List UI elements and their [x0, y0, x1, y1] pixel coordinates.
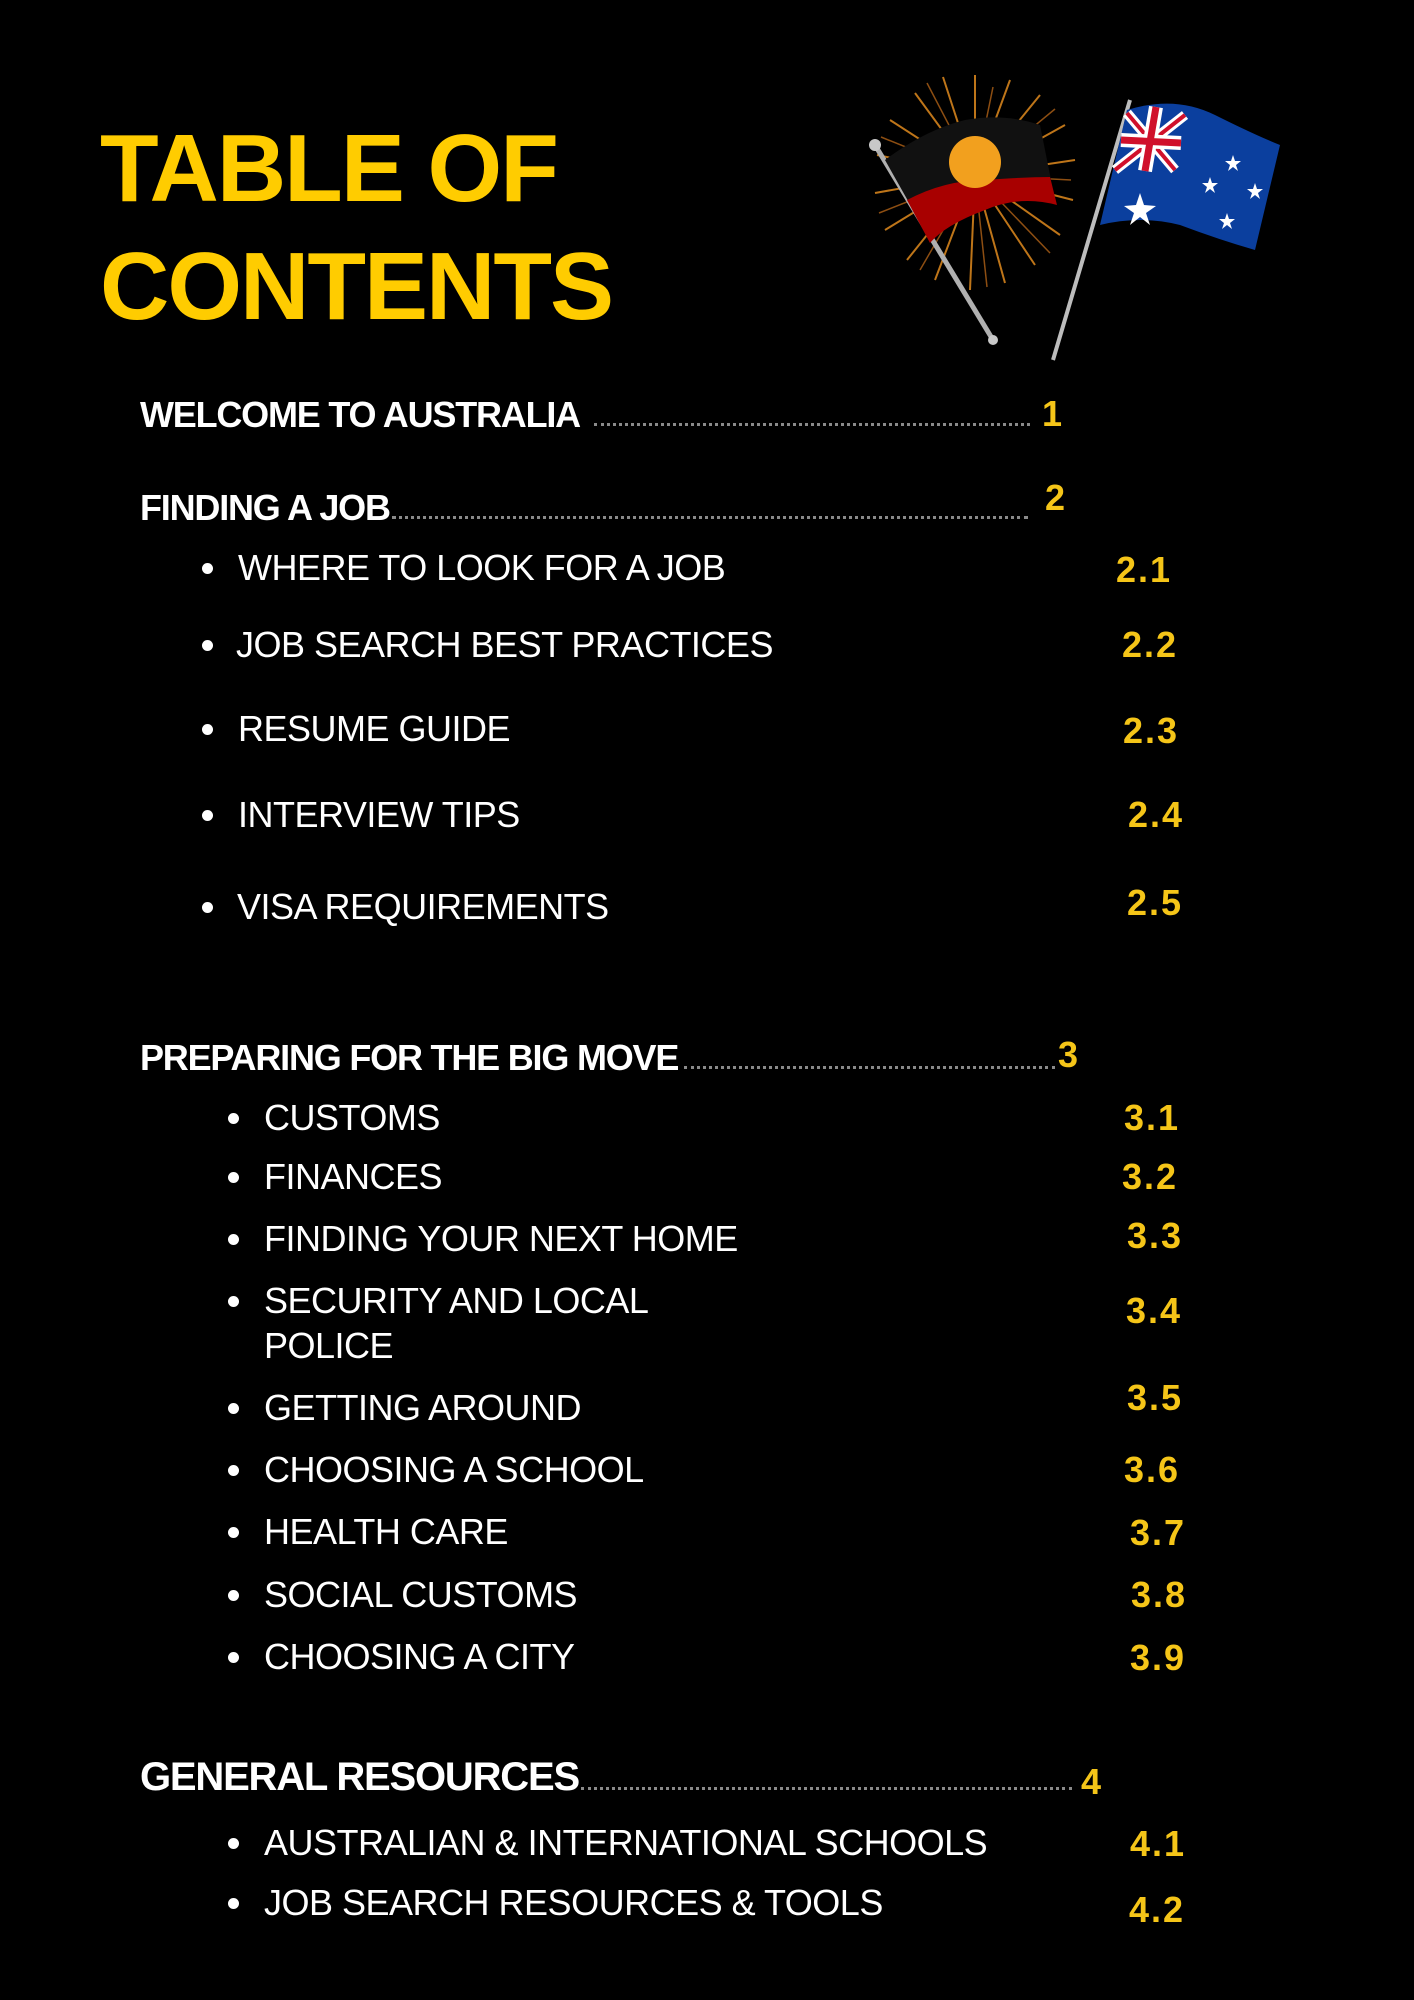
- bullet-icon: [202, 902, 213, 913]
- item-label: FINDING YOUR NEXT HOME: [264, 1218, 738, 1259]
- item-label: FINANCES: [264, 1156, 443, 1197]
- item-page-number: 4.2: [1129, 1889, 1186, 1930]
- item-page-number: 2.4: [1128, 794, 1185, 835]
- dot-leader: [580, 1787, 1072, 1790]
- list-item[interactable]: JOB SEARCH RESOURCES & TOOLS: [228, 1880, 883, 1925]
- dot-leader: [391, 516, 1028, 519]
- item-page-number: 2.3: [1123, 710, 1180, 751]
- bullet-icon: [202, 810, 213, 821]
- list-item[interactable]: FINANCES: [228, 1154, 443, 1199]
- list-item[interactable]: CHOOSING A SCHOOL: [228, 1447, 644, 1492]
- item-label: JOB SEARCH BEST PRACTICES: [236, 624, 773, 665]
- list-item[interactable]: FINDING YOUR NEXT HOME: [228, 1216, 738, 1261]
- bullet-icon: [228, 1465, 239, 1476]
- section-heading-welcome[interactable]: WELCOME TO AUSTRALIA: [140, 388, 1030, 436]
- bullet-icon: [228, 1898, 239, 1909]
- bullet-icon: [228, 1590, 239, 1601]
- list-item[interactable]: AUSTRALIAN & INTERNATIONAL SCHOOLS: [228, 1820, 988, 1865]
- section-title: GENERAL RESOURCES: [140, 1755, 580, 1799]
- bullet-icon: [202, 724, 213, 735]
- bullet-icon: [228, 1527, 239, 1538]
- item-page-number: 3.2: [1122, 1156, 1179, 1197]
- item-label: SOCIAL CUSTOMS: [264, 1574, 578, 1615]
- item-label: GETTING AROUND: [264, 1387, 582, 1428]
- page-title-line-1: TABLE OF: [100, 115, 559, 222]
- list-item[interactable]: WHERE TO LOOK FOR A JOB: [202, 545, 726, 590]
- item-label: INTERVIEW TIPS: [238, 794, 520, 835]
- section-title: WELCOME TO AUSTRALIA: [140, 394, 581, 435]
- list-item[interactable]: CHOOSING A CITY: [228, 1634, 575, 1679]
- page-title: TABLE OF CONTENTS: [100, 110, 614, 346]
- section-title: FINDING A JOB: [140, 487, 391, 528]
- item-label: HEALTH CARE: [264, 1511, 508, 1552]
- list-item[interactable]: SOCIAL CUSTOMS: [228, 1572, 578, 1617]
- item-label: VISA REQUIREMENTS: [237, 886, 609, 927]
- bullet-icon: [202, 563, 213, 574]
- dot-leader: [593, 423, 1030, 426]
- dot-leader: [684, 1066, 1055, 1069]
- list-item[interactable]: GETTING AROUND: [228, 1385, 582, 1430]
- list-item[interactable]: VISA REQUIREMENTS: [202, 884, 609, 929]
- bullet-icon: [228, 1113, 239, 1124]
- section-page-number: 2: [1045, 477, 1066, 518]
- aboriginal-flag-icon: [869, 75, 1076, 345]
- australian-flag-icon: [1051, 99, 1280, 361]
- item-label: JOB SEARCH RESOURCES & TOOLS: [264, 1882, 883, 1923]
- item-page-number: 2.2: [1122, 624, 1179, 665]
- bullet-icon: [202, 640, 213, 651]
- item-page-number: 3.1: [1124, 1097, 1181, 1138]
- flags-illustration: [869, 75, 1280, 361]
- list-item[interactable]: HEALTH CARE: [228, 1509, 508, 1554]
- item-label: SECURITY AND LOCAL: [264, 1280, 649, 1321]
- bullet-icon: [228, 1403, 239, 1414]
- list-item[interactable]: RESUME GUIDE: [202, 706, 511, 751]
- item-page-number: 3.4: [1126, 1290, 1183, 1331]
- item-page-number: 3.7: [1130, 1512, 1187, 1553]
- bullet-icon: [228, 1838, 239, 1849]
- list-item[interactable]: SECURITY AND LOCAL: [228, 1278, 649, 1323]
- section-title: PREPARING FOR THE BIG MOVE: [140, 1037, 679, 1078]
- item-page-number: 3.8: [1131, 1574, 1188, 1615]
- item-label: CUSTOMS: [264, 1097, 440, 1138]
- item-page-number: 2.5: [1127, 882, 1184, 923]
- item-label-line-2: POLICE: [264, 1325, 394, 1366]
- item-page-number: 4.1: [1130, 1823, 1187, 1864]
- section-heading-finding-a-job[interactable]: FINDING A JOB: [140, 481, 1028, 529]
- list-item[interactable]: CUSTOMS: [228, 1095, 440, 1140]
- item-label: AUSTRALIAN & INTERNATIONAL SCHOOLS: [264, 1822, 988, 1863]
- list-item[interactable]: JOB SEARCH BEST PRACTICES: [202, 622, 773, 667]
- section-heading-preparing-for-the-big-move[interactable]: PREPARING FOR THE BIG MOVE: [140, 1031, 1055, 1079]
- item-page-number: 3.9: [1130, 1637, 1187, 1678]
- list-item[interactable]: INTERVIEW TIPS: [202, 792, 520, 837]
- item-page-number: 3.3: [1127, 1215, 1184, 1256]
- item-page-number: 2.1: [1116, 549, 1173, 590]
- bullet-icon: [228, 1234, 239, 1245]
- item-label: RESUME GUIDE: [238, 708, 511, 749]
- section-page-number: 1: [1042, 393, 1063, 434]
- item-label: CHOOSING A CITY: [264, 1636, 575, 1677]
- page-title-line-2: CONTENTS: [100, 233, 614, 340]
- item-page-number: 3.5: [1127, 1377, 1184, 1418]
- bullet-icon: [228, 1652, 239, 1663]
- section-page-number: 3: [1058, 1034, 1079, 1075]
- item-label: CHOOSING A SCHOOL: [264, 1449, 644, 1490]
- bullet-icon: [228, 1296, 239, 1307]
- item-label: WHERE TO LOOK FOR A JOB: [238, 547, 726, 588]
- section-page-number: 4: [1081, 1761, 1102, 1802]
- section-heading-general-resources[interactable]: GENERAL RESOURCES: [140, 1752, 1072, 1800]
- list-item-continuation[interactable]: POLICE: [264, 1323, 394, 1368]
- item-page-number: 3.6: [1124, 1449, 1181, 1490]
- bullet-icon: [228, 1172, 239, 1183]
